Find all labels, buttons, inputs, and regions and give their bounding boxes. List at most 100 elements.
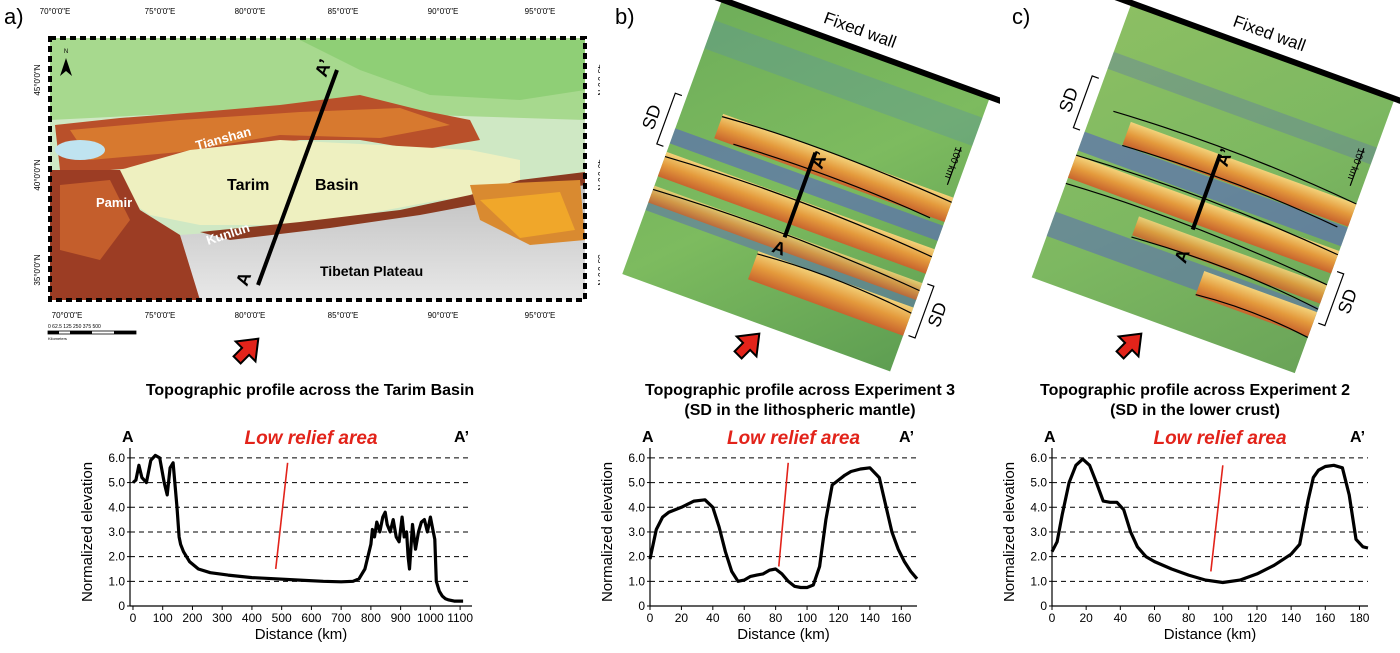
elevation-profile-line: [1050, 457, 1369, 585]
x-tick-label: 40: [706, 611, 720, 625]
lat-label: 40°0'0"N: [596, 159, 600, 190]
map-frame: [48, 36, 587, 302]
x-tick-label: 100: [797, 611, 817, 625]
lon-label: 85°0'0"E: [328, 7, 359, 16]
x-tick-label: 700: [331, 611, 351, 625]
y-tick-label: 6.0: [108, 451, 125, 465]
x-tick-label: 60: [738, 611, 752, 625]
y-tick-label: 0: [638, 599, 645, 613]
sd-label: SD: [1055, 85, 1082, 115]
y-tick-label: 1.0: [1030, 574, 1047, 588]
y-tick-label: 6.0: [628, 451, 645, 465]
experiment3-model: Fixed wall A A’ SD SD 100 km: [622, 0, 1000, 372]
y-tick-label: 3.0: [1030, 525, 1047, 539]
y-tick-label: 2.0: [108, 550, 125, 564]
x-tick-label: 80: [1182, 611, 1196, 625]
x-tick-label: 40: [1114, 611, 1128, 625]
experiment3-profile-chart: 0 1.0 2.0 3.0 4.0 5.0 6.0 0 20 40 60 80 100 120 140 160…: [599, 428, 919, 643]
annotation-line: [777, 462, 790, 567]
y-tick-label: 4.0: [1030, 500, 1047, 514]
lon-label: 70°0'0"E: [52, 311, 83, 320]
north-arrow-icon: [60, 58, 72, 76]
x-tick-label: 300: [212, 611, 232, 625]
lat-label: 45°0'0"N: [33, 64, 42, 95]
profile-line: [1190, 153, 1222, 231]
y-tick-label: 2.0: [628, 550, 645, 564]
chart-title-tarim: Topographic profile across the Tarim Bas…: [145, 382, 475, 399]
pamir-label: Pamir: [96, 195, 132, 210]
profile-end-label: A’: [807, 149, 832, 172]
annotation-line: [1210, 465, 1224, 572]
x-tick-label: 120: [1247, 611, 1267, 625]
lat-label: 45°0'0"N: [596, 64, 600, 95]
tarim-label: Tarim: [227, 177, 269, 194]
lon-label: 80°0'0"E: [235, 311, 266, 320]
y-tick-label: 1.0: [108, 574, 125, 588]
tarim-map: 70°0'0"E 75°0'0"E 80°0'0"E 85°0'0"E 90°0…: [33, 7, 600, 365]
y-axis-label: Normalized elevation: [599, 462, 616, 602]
chart-title-exp3: Topographic profile across Experiment 3: [645, 382, 955, 399]
profile-line: [782, 152, 818, 238]
profile-end-label: A’: [1350, 429, 1365, 446]
shortening-arrow-icon: [1115, 332, 1143, 360]
y-tick-label: 0: [1040, 599, 1047, 613]
x-tick-label: 0: [647, 611, 654, 625]
experiment2-profile-chart: 0 1.0 2.0 3.0 4.0 5.0 6.0 0 20 40 60 80 100 120 140 160…: [1001, 428, 1370, 643]
x-tick-label: 120: [828, 611, 848, 625]
lon-label: 70°0'0"E: [40, 7, 71, 16]
x-tick-label: 160: [891, 611, 911, 625]
lon-label: 95°0'0"E: [525, 311, 556, 320]
lon-label: 80°0'0"E: [235, 7, 266, 16]
low-relief-annotation: Low relief area: [1153, 428, 1286, 449]
panel-c-letter: c): [1012, 4, 1031, 29]
profile-end-label: A’: [454, 429, 469, 446]
y-tick-label: 1.0: [628, 574, 645, 588]
profile-end-label: A’: [311, 57, 336, 80]
profile-start-label: A: [1044, 429, 1056, 446]
x-tick-label: 20: [675, 611, 689, 625]
profile-line: [256, 69, 339, 286]
x-tick-label: 400: [242, 611, 262, 625]
basin-label: Basin: [315, 177, 359, 194]
x-tick-label: 80: [769, 611, 783, 625]
elevation-profile-line: [648, 466, 919, 590]
map-scale-bar: 0 62.5 125 250 375 500 Kilometers: [47, 324, 137, 341]
sd-bracket: [656, 92, 683, 147]
y-axis-label: Normalized elevation: [79, 462, 96, 602]
x-tick-label: 160: [1315, 611, 1335, 625]
x-tick-label: 140: [860, 611, 880, 625]
shortening-arrow-icon: [232, 337, 260, 365]
x-tick-label: 900: [391, 611, 411, 625]
north-label: N: [64, 49, 68, 55]
svg-text:0 62.5 125 250 375 5: 0 62.5 125 250 375 500: [48, 324, 101, 330]
x-tick-label: 1000: [417, 611, 444, 625]
x-tick-label: 1100: [447, 611, 473, 625]
x-tick-label: 100: [1213, 611, 1233, 625]
y-tick-label: 6.0: [1030, 451, 1047, 465]
lon-label: 75°0'0"E: [145, 311, 176, 320]
low-relief-annotation: Low relief area: [727, 428, 860, 449]
lat-label: 35°0'0"N: [596, 254, 600, 285]
y-tick-label: 4.0: [108, 500, 125, 514]
y-tick-label: 2.0: [1030, 550, 1047, 564]
lon-label: 90°0'0"E: [428, 311, 459, 320]
profile-start-label: A: [642, 429, 654, 446]
lat-label: 40°0'0"N: [33, 159, 42, 190]
tibet-label: Tibetan Plateau: [320, 263, 423, 279]
chart-subtitle-exp2: (SD in the lower crust): [1110, 402, 1280, 419]
y-tick-label: 5.0: [1030, 476, 1047, 490]
svg-text:Kilometers: Kilometers: [48, 336, 67, 341]
x-axis-label: Distance (km): [737, 626, 830, 643]
sd-bracket: [1072, 75, 1099, 131]
shortening-arrow-icon: [733, 332, 761, 360]
elevation-profile-line: [131, 453, 464, 603]
x-tick-label: 0: [1049, 611, 1056, 625]
x-axis-label: Distance (km): [255, 626, 348, 643]
y-tick-label: 3.0: [108, 525, 125, 539]
x-tick-label: 180: [1349, 611, 1369, 625]
y-tick-label: 5.0: [108, 476, 125, 490]
x-tick-label: 100: [153, 611, 173, 625]
lat-label: 35°0'0"N: [33, 254, 42, 285]
profile-end-label: A’: [1212, 146, 1237, 169]
x-tick-label: 200: [182, 611, 202, 625]
